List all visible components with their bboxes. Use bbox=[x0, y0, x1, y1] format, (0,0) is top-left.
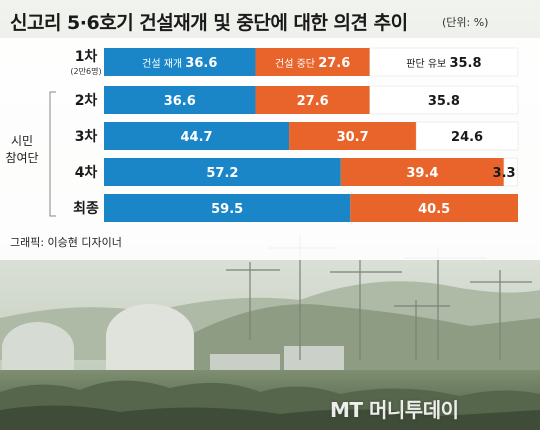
row-label: 4차 bbox=[75, 165, 98, 181]
bar-value-label: 3.3 bbox=[493, 166, 516, 181]
bar-value-label: 35.8 bbox=[428, 94, 460, 109]
bar-segment bbox=[255, 86, 370, 114]
bar-segment bbox=[350, 194, 518, 222]
row-sublabel: (2만6명) bbox=[70, 66, 101, 76]
row-label: 최종 bbox=[73, 201, 99, 217]
citizen-panel-label-line1: 시민 bbox=[10, 134, 34, 148]
bar-segment bbox=[255, 48, 370, 76]
bar-segment bbox=[340, 158, 504, 186]
bar-value-label: 40.5 bbox=[418, 202, 450, 217]
bar-value-label: 57.2 bbox=[206, 166, 238, 181]
bar-segment bbox=[415, 121, 519, 151]
row-label: 2차 bbox=[75, 93, 98, 109]
bar-value-label: 30.7 bbox=[337, 130, 369, 145]
bar-value-label: 건설 중단 27.6 bbox=[275, 56, 350, 71]
bar-segment bbox=[104, 158, 341, 186]
bar-value-label: 59.5 bbox=[211, 202, 243, 217]
bar-segment bbox=[369, 85, 519, 115]
bar-segment bbox=[503, 157, 518, 187]
bar-segment bbox=[369, 47, 519, 77]
citizen-panel-label-line2: 참여단 bbox=[5, 151, 39, 165]
bar-value-label: 27.6 bbox=[297, 94, 329, 109]
bar-segment bbox=[104, 194, 351, 222]
chart-title: 신고리 5·6호기 건설재개 및 중단에 대한 의견 추이 bbox=[10, 12, 408, 34]
bar-segment bbox=[104, 122, 290, 150]
bar-value-label: 36.6 bbox=[164, 94, 196, 109]
bar-value-label: 판단 유보 35.8 bbox=[406, 56, 481, 71]
bar-value-label: 44.7 bbox=[180, 130, 212, 145]
graphic-credit: 그래픽: 이승현 디자이너 bbox=[10, 236, 122, 249]
citizen-panel-bracket bbox=[49, 91, 56, 217]
row-label: 1차 bbox=[75, 49, 98, 65]
row-label: 3차 bbox=[75, 129, 98, 145]
watermark-logo: MT 머니투데이 bbox=[330, 398, 459, 422]
bar-value-label: 39.4 bbox=[406, 166, 438, 181]
bar-value-label: 건설 재개 36.6 bbox=[142, 56, 217, 71]
unit-label: (단위: %) bbox=[442, 16, 489, 29]
citizen-panel-label: 시민 참여단 bbox=[4, 133, 40, 167]
bar-segment bbox=[104, 48, 256, 76]
bar-segment bbox=[289, 122, 417, 150]
bar-segment bbox=[104, 86, 256, 114]
bar-value-label: 24.6 bbox=[451, 130, 483, 145]
